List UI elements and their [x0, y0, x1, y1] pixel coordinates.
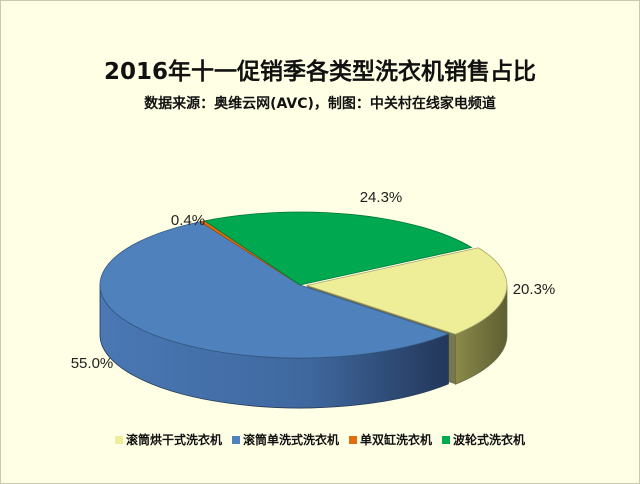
legend-label-1: 滚筒单洗式洗衣机 — [242, 433, 339, 447]
chart-title: 2016年十一促销季各类型洗衣机销售占比 — [103, 59, 536, 85]
legend-swatch-0 — [114, 435, 123, 444]
legend-label-0: 滚筒烘干式洗衣机 — [125, 433, 222, 447]
legend-swatch-2 — [349, 435, 357, 444]
data-label-3: 24.3% — [360, 189, 403, 206]
legend-item-0: 滚筒烘干式洗衣机 — [114, 431, 222, 448]
legend: 滚筒烘干式洗衣机 滚筒单洗式洗衣机 单双缸洗衣机 波轮式洗衣机 — [0, 431, 640, 448]
legend-item-3: 波轮式洗衣机 — [442, 431, 525, 448]
data-label-1: 55.0% — [71, 355, 114, 372]
legend-item-2: 单双缸洗衣机 — [349, 431, 432, 448]
legend-swatch-3 — [442, 435, 451, 444]
legend-label-2: 单双缸洗衣机 — [360, 433, 433, 447]
data-label-2: 0.4% — [171, 212, 205, 229]
pie-slice-3 — [203, 211, 473, 286]
data-label-0: 20.3% — [513, 281, 556, 298]
legend-item-1: 滚筒单洗式洗衣机 — [231, 431, 339, 448]
pie-slice-0 — [305, 247, 508, 335]
chart-subtitle: 数据来源：奥维云网(AVC)，制图：中关村在线家电频道 — [144, 96, 496, 112]
legend-label-3: 波轮式洗衣机 — [453, 433, 526, 447]
pie-slice-1 — [99, 221, 450, 359]
legend-swatch-1 — [231, 435, 240, 444]
